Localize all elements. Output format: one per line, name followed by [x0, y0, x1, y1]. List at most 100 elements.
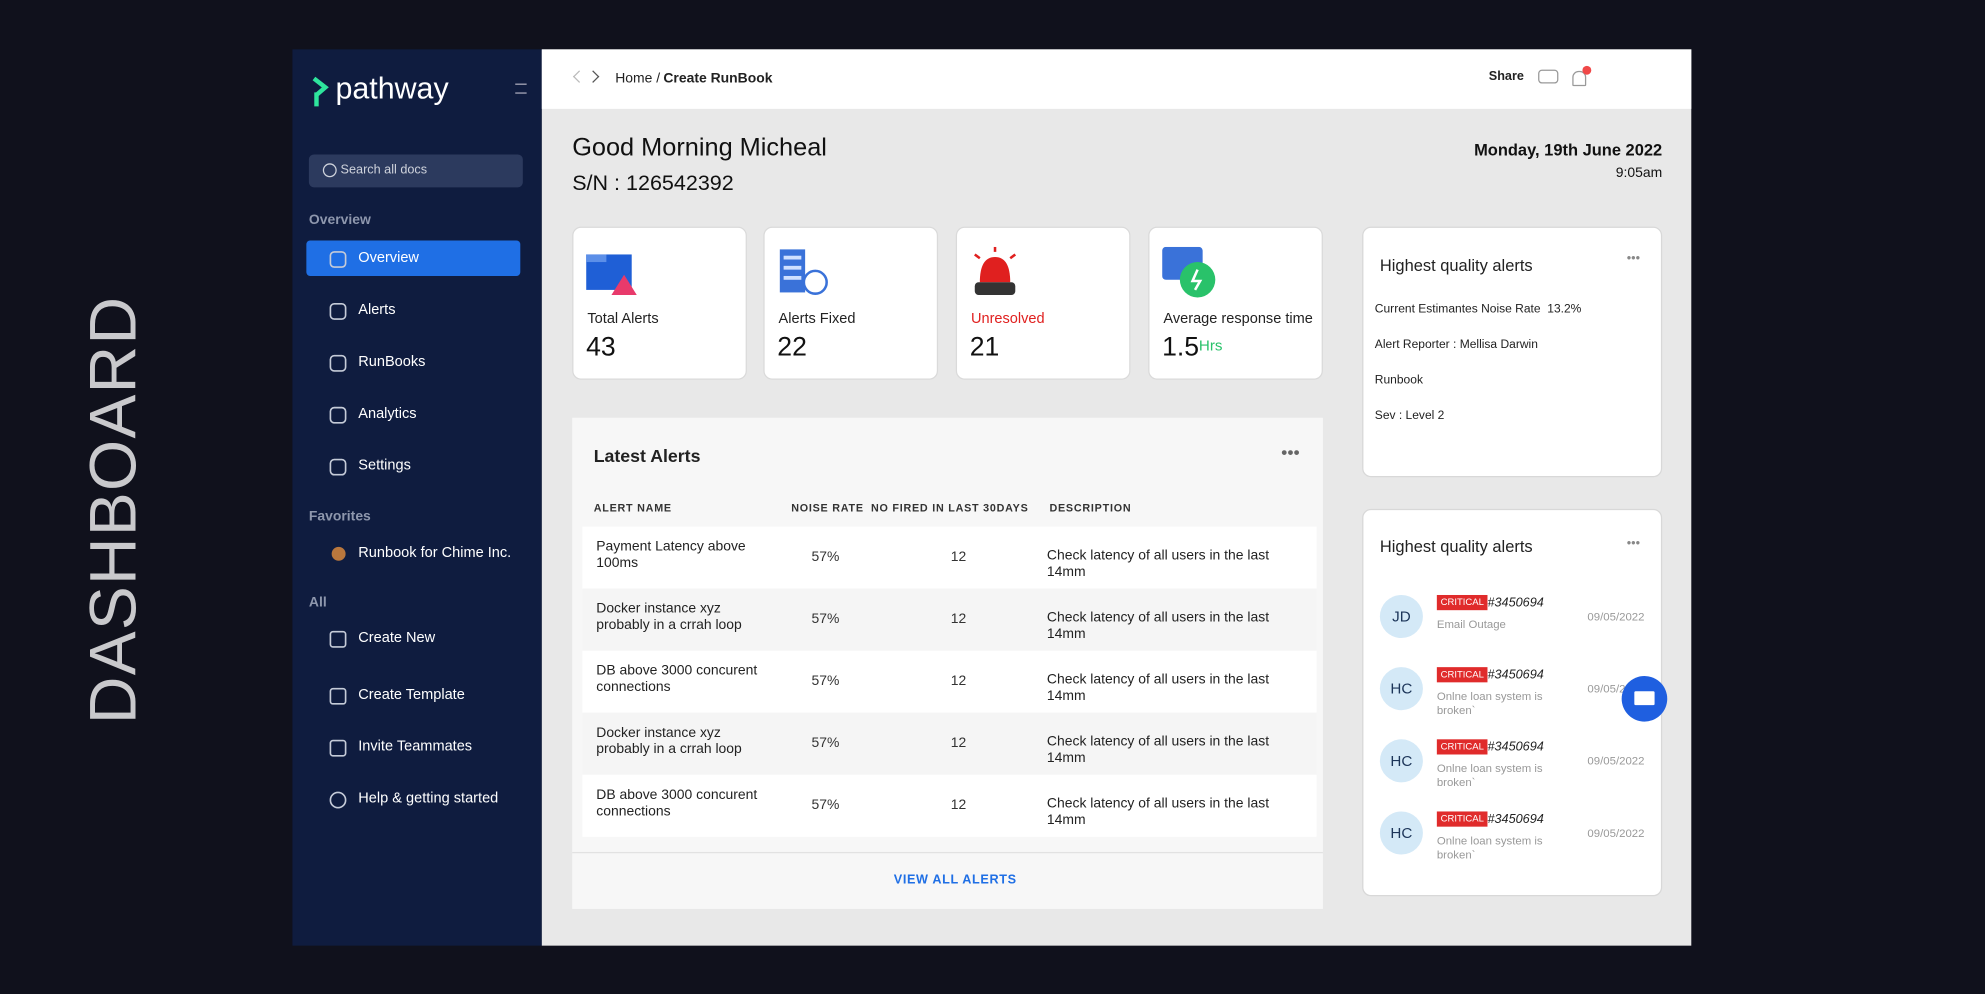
- stat-label: Total Alerts: [587, 311, 659, 327]
- more-button[interactable]: •••: [1626, 536, 1641, 551]
- nav-icon: [328, 354, 348, 372]
- alert-name[interactable]: Docker instance xyz probably in a crrah …: [596, 601, 742, 633]
- table-row: [582, 774, 1317, 837]
- nav-active[interactable]: [306, 240, 521, 276]
- share-button[interactable]: Share: [1488, 69, 1524, 84]
- nav-item[interactable]: RunBooks: [358, 354, 426, 370]
- badge: CRITICAL: [1436, 811, 1488, 827]
- alert-desc: Onlne loan system is broken`: [1436, 689, 1543, 717]
- nav-item[interactable]: Analytics: [358, 406, 417, 422]
- description: Check latency of all users in the last 1…: [1046, 672, 1270, 704]
- stat-label: Alerts Fixed: [778, 311, 856, 327]
- quality-card: [1362, 226, 1663, 478]
- side-label: DASHBOARD: [77, 295, 151, 725]
- chat-icon[interactable]: [1538, 69, 1559, 84]
- noise-rate: 57%: [811, 673, 840, 689]
- chat-bubble[interactable]: [1621, 676, 1668, 722]
- badge: CRITICAL: [1436, 667, 1488, 683]
- nav-item[interactable]: Create New: [358, 630, 436, 646]
- more-button[interactable]: •••: [1281, 441, 1300, 463]
- stat-icon: [777, 247, 838, 303]
- badge: CRITICAL: [1436, 594, 1488, 611]
- column-header: NOISE RATE: [791, 501, 864, 514]
- nav-item[interactable]: Invite Teammates: [358, 739, 473, 755]
- column-header: ALERT NAME: [593, 501, 672, 514]
- stat-value: 21: [969, 332, 1000, 363]
- nav-icon: [328, 303, 348, 321]
- alert-desc: Email Outage: [1436, 617, 1506, 631]
- stat-card: [572, 226, 747, 380]
- alert-name[interactable]: Payment Latency above 100ms: [596, 539, 746, 571]
- alert-date: 09/05/2022: [1587, 754, 1645, 768]
- more-button[interactable]: •••: [1626, 251, 1641, 266]
- column-header: DESCRIPTION: [1049, 501, 1132, 514]
- avatar: [1379, 667, 1423, 711]
- alert-id: #3450694: [1487, 812, 1544, 827]
- search-box[interactable]: [308, 154, 523, 188]
- nav-item[interactable]: Help & getting started: [358, 791, 499, 807]
- nav-item[interactable]: Alerts: [358, 302, 396, 318]
- bell-icon[interactable]: [1572, 70, 1587, 87]
- avatar-initials: JD: [1392, 607, 1411, 626]
- avatar: [1379, 811, 1423, 855]
- fired-count: 12: [950, 549, 967, 565]
- avatar-initials: HC: [1390, 751, 1413, 770]
- alert-name[interactable]: DB above 3000 concurent connections: [596, 787, 758, 820]
- section-heading: Favorites: [308, 508, 371, 525]
- section-heading: Overview: [308, 212, 371, 228]
- stat-card: [955, 226, 1131, 380]
- card-line: Sev : Level 2: [1374, 408, 1445, 423]
- time: 9:05am: [1615, 165, 1663, 182]
- logo: pathway: [335, 72, 449, 107]
- badge: CRITICAL: [1436, 739, 1488, 755]
- description: Check latency of all users in the last 1…: [1046, 610, 1270, 642]
- card-line: Alert Reporter : Mellisa Darwin: [1374, 338, 1538, 352]
- search-placeholder: Search all docs: [340, 163, 428, 178]
- notification-dot: [1582, 65, 1592, 75]
- noise-rate: 57%: [811, 549, 840, 565]
- panel-title: Latest Alerts: [593, 445, 701, 466]
- noise-rate: 57%: [811, 611, 840, 627]
- table-row: [582, 588, 1317, 651]
- section-heading: All: [308, 594, 327, 611]
- alert-id: #3450694: [1487, 740, 1544, 755]
- breadcrumb-home[interactable]: Home /: [615, 70, 661, 87]
- favorite-item[interactable]: Runbook for Chime Inc.: [358, 545, 512, 561]
- favorite-icon: [331, 546, 346, 561]
- table-row: [582, 712, 1317, 775]
- table-row: [582, 650, 1317, 713]
- view-all-link[interactable]: VIEW ALL ALERTS: [893, 873, 1017, 888]
- card-line: Current Estimantes Noise Rate 13.2%: [1374, 302, 1582, 317]
- stat-value: 22: [777, 332, 807, 363]
- collapse-icon[interactable]: [515, 83, 527, 94]
- nav-item[interactable]: Create Template: [358, 687, 465, 703]
- nav-item[interactable]: Overview: [358, 250, 419, 266]
- alert-id: #3450694: [1487, 668, 1544, 683]
- stat-label: Average response time: [1163, 311, 1313, 327]
- stat-label: Unresolved: [970, 311, 1045, 327]
- alert-desc: Onlne loan system is broken`: [1436, 834, 1543, 861]
- alert-name[interactable]: Docker instance xyz probably in a crrah …: [596, 725, 742, 758]
- stat-value: 1.5: [1162, 332, 1200, 363]
- search-icon: [322, 163, 337, 178]
- description: Check latency of all users in the last 1…: [1046, 548, 1270, 580]
- nav-icon: [328, 791, 348, 809]
- nav-icon: [328, 630, 348, 648]
- alert-name[interactable]: DB above 3000 concurent connections: [596, 663, 758, 696]
- stat-icon: [586, 247, 647, 303]
- alert-date: 09/05/2022: [1587, 610, 1645, 623]
- stat-value: 43: [586, 332, 616, 363]
- panel-divider: [572, 851, 1323, 854]
- stat-unit: Hrs: [1198, 336, 1223, 355]
- nav-icon: [328, 458, 348, 476]
- avatar: [1379, 739, 1423, 783]
- nav-icon: [328, 406, 348, 424]
- fired-count: 12: [950, 673, 967, 689]
- alert-date: 09/05/2022: [1587, 826, 1645, 840]
- nav-item[interactable]: Settings: [358, 458, 411, 474]
- avatar-initials: HC: [1390, 824, 1413, 842]
- nav-icon: [328, 687, 348, 705]
- noise-rate: 57%: [811, 797, 840, 813]
